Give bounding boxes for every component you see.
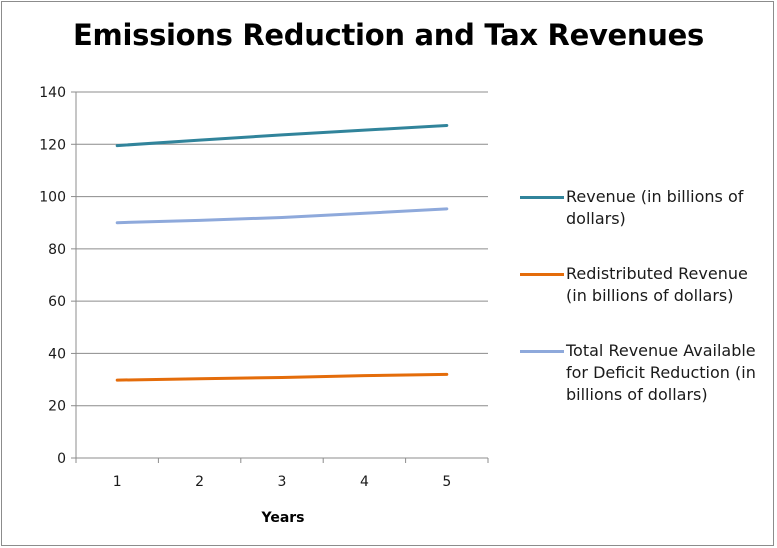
- y-tick-label-140: 140: [39, 85, 66, 101]
- legend-item-revenue: Revenue (in billions of dollars): [520, 186, 772, 230]
- x-tick-label-1: 1: [113, 474, 122, 490]
- x-tick-label-3: 3: [278, 474, 287, 490]
- y-tick-labels: 0 20 40 60 80 100 120 140: [39, 85, 66, 467]
- series-line-deficit: [115, 207, 449, 225]
- legend-item-deficit: Total Revenue Available for Deficit Redu…: [520, 340, 772, 406]
- axes: [71, 91, 489, 463]
- y-tick-label-20: 20: [48, 399, 66, 415]
- legend-label-deficit: Total Revenue Available for Deficit Redu…: [566, 341, 756, 404]
- y-tick-label-100: 100: [39, 190, 66, 206]
- gridlines: [76, 91, 488, 407]
- chart-title: Emissions Reduction and Tax Revenues: [73, 18, 704, 52]
- x-axis-label: Years: [260, 510, 304, 526]
- x-tick-label-5: 5: [442, 474, 451, 490]
- x-tick-labels: 1 2 3 4 5: [113, 474, 452, 490]
- legend-label-revenue: Revenue (in billions of dollars): [566, 187, 744, 228]
- legend-swatch-revenue: [520, 196, 564, 199]
- series-lines: [115, 123, 449, 382]
- y-tick-label-120: 120: [39, 137, 66, 153]
- legend: Revenue (in billions of dollars) Redistr…: [520, 186, 772, 406]
- series-line-redistributed: [115, 372, 449, 382]
- y-tick-label-80: 80: [48, 242, 66, 258]
- y-tick-label-0: 0: [57, 451, 66, 467]
- x-tick-label-2: 2: [195, 474, 204, 490]
- legend-swatch-deficit: [520, 350, 564, 353]
- legend-item-redistributed: Redistributed Revenue (in billions of do…: [520, 263, 772, 307]
- x-tick-label-4: 4: [360, 474, 369, 490]
- series-line-revenue: [115, 123, 449, 148]
- y-tick-label-40: 40: [48, 346, 66, 362]
- y-tick-label-60: 60: [48, 294, 66, 310]
- legend-swatch-redistributed: [520, 273, 564, 276]
- legend-label-redistributed: Redistributed Revenue (in billions of do…: [566, 264, 748, 305]
